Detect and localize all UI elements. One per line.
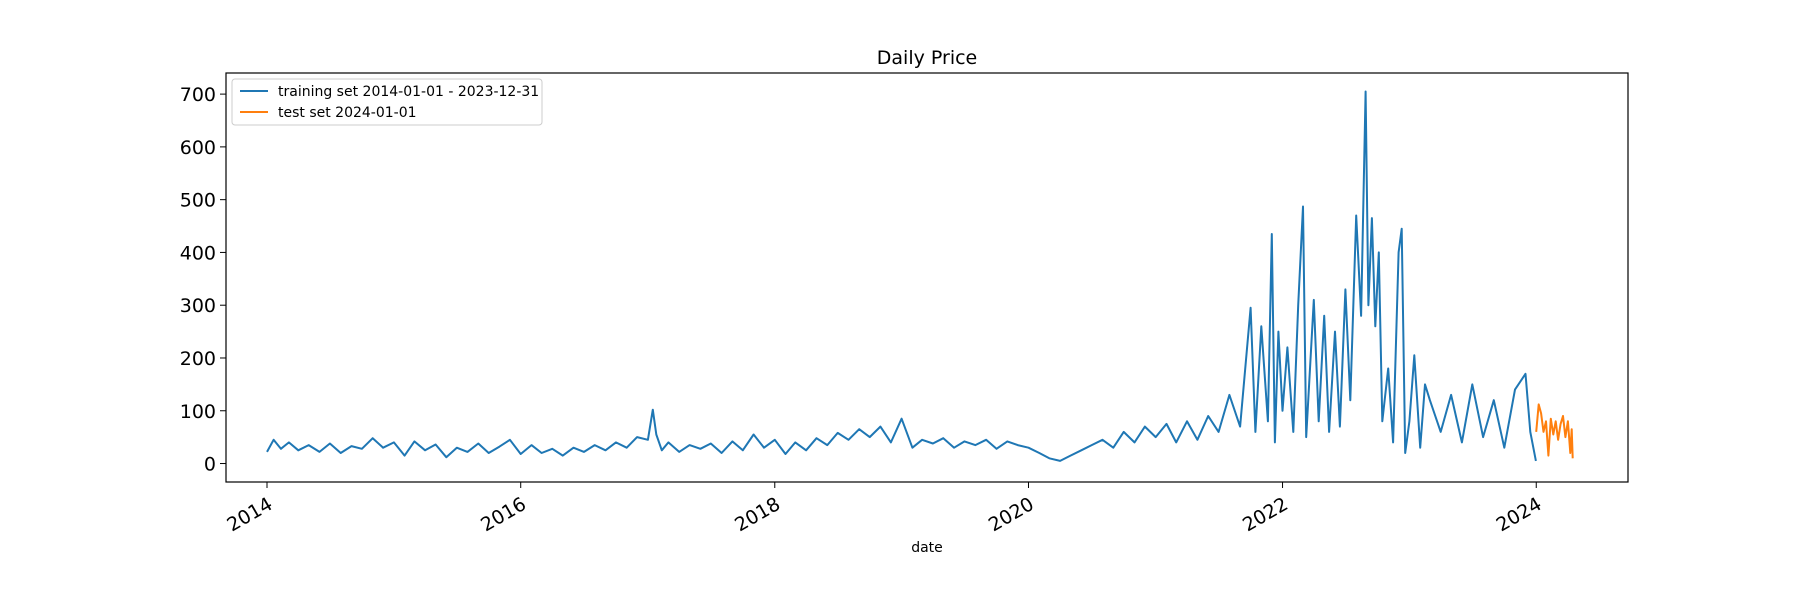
x-tick-label-4: 2022 <box>1239 493 1292 536</box>
legend-label-0: training set 2014-01-01 - 2023-12-31 <box>278 84 539 100</box>
series-line-1 <box>1535 403 1574 459</box>
plot-area <box>266 90 1574 462</box>
series-line-0 <box>266 90 1537 462</box>
x-axis-title: date <box>911 540 943 556</box>
legend: training set 2014-01-01 - 2023-12-31 test… <box>231 78 543 126</box>
y-tick-label-3: 300 <box>180 295 216 317</box>
plot-frame <box>225 72 1629 483</box>
y-axis: 0 100 200 300 400 500 600 700 <box>180 84 226 476</box>
legend-box <box>231 78 543 126</box>
y-tick-label-1: 100 <box>180 401 216 423</box>
x-tick-label-5: 2024 <box>1493 493 1546 536</box>
y-tick-label-6: 600 <box>180 137 216 159</box>
x-axis: 2014 2016 2018 2020 2022 2024 <box>223 482 1546 536</box>
chart-title: Daily Price <box>877 47 977 69</box>
y-tick-label-5: 500 <box>180 190 216 212</box>
y-tick-label-0: 0 <box>204 454 216 476</box>
y-tick-label-2: 200 <box>180 348 216 370</box>
x-tick-label-2: 2018 <box>731 493 784 536</box>
x-tick-label-1: 2016 <box>477 493 530 536</box>
x-tick-label-0: 2014 <box>223 493 276 536</box>
y-tick-label-4: 400 <box>180 242 216 264</box>
legend-label-1: test set 2024-01-01 <box>278 105 417 121</box>
y-tick-label-7: 700 <box>180 84 216 106</box>
x-tick-label-3: 2020 <box>985 493 1038 536</box>
